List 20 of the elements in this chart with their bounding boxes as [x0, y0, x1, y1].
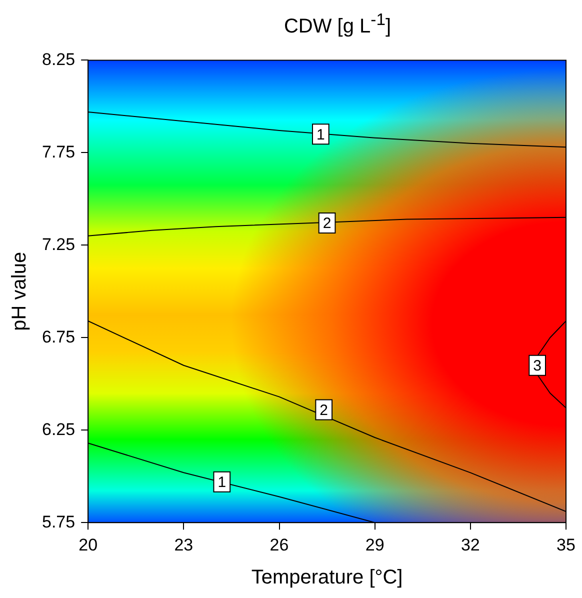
y-tick-label: 5.75 — [42, 512, 76, 532]
x-tick-label: 29 — [365, 535, 384, 554]
x-tick-label: 26 — [270, 535, 289, 554]
annotation: 2 — [322, 215, 332, 232]
y-tick-label: 8.25 — [42, 50, 76, 69]
annotation: 2 — [320, 402, 328, 419]
y-axis-title: pH value — [8, 252, 31, 331]
y-tick-label: 7.75 — [42, 142, 76, 162]
x-tick-label: 32 — [460, 535, 480, 554]
annotation: 1 — [316, 126, 325, 144]
x-tick-label: 35 — [556, 535, 576, 554]
y-tick-label: 6.75 — [42, 327, 76, 346]
chart-title: CDW [g L$^{-1}$] — [282, 10, 392, 39]
annotation: 3 — [533, 358, 542, 375]
annotation: 1 — [218, 474, 226, 492]
x-axis-title: Temperature [°C] — [251, 566, 403, 589]
x-tick-label: 23 — [174, 535, 194, 554]
y-tick-label: 6.25 — [42, 420, 76, 439]
x-tick-label: 20 — [78, 535, 98, 554]
y-tick-label: 7.25 — [42, 234, 76, 254]
